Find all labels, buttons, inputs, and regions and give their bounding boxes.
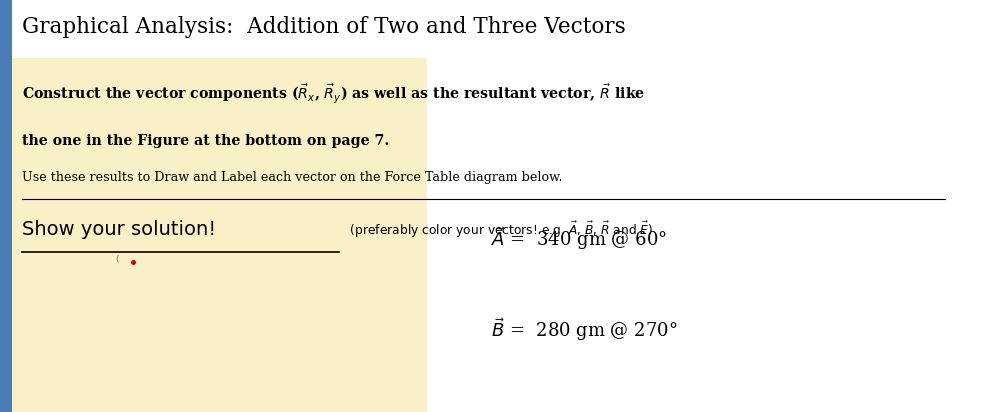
Text: the one in the Figure at the bottom on page 7.: the one in the Figure at the bottom on p… xyxy=(22,134,389,148)
Text: (: ( xyxy=(115,255,119,264)
Text: Construct the vector components ($\vec{R}_x$, $\vec{R}_y$) as well as the result: Construct the vector components ($\vec{R… xyxy=(22,82,645,105)
Text: Use these results to Draw and Label each vector on the Force Table diagram below: Use these results to Draw and Label each… xyxy=(22,171,563,184)
Text: Show your solution!: Show your solution! xyxy=(22,220,216,239)
Text: Graphical Analysis:  Addition of Two and Three Vectors: Graphical Analysis: Addition of Two and … xyxy=(22,16,626,38)
FancyBboxPatch shape xyxy=(0,58,427,412)
Text: (preferably color your vectors! e.g. $\vec{A}$, $\vec{B}$, $\vec{R}$ and $\vec{E: (preferably color your vectors! e.g. $\v… xyxy=(342,220,653,241)
Text: $\vec{A}$ =  340 gm @ 60°: $\vec{A}$ = 340 gm @ 60° xyxy=(491,225,667,253)
FancyBboxPatch shape xyxy=(0,0,12,412)
Text: $\vec{B}$ =  280 gm @ 270°: $\vec{B}$ = 280 gm @ 270° xyxy=(491,316,678,343)
